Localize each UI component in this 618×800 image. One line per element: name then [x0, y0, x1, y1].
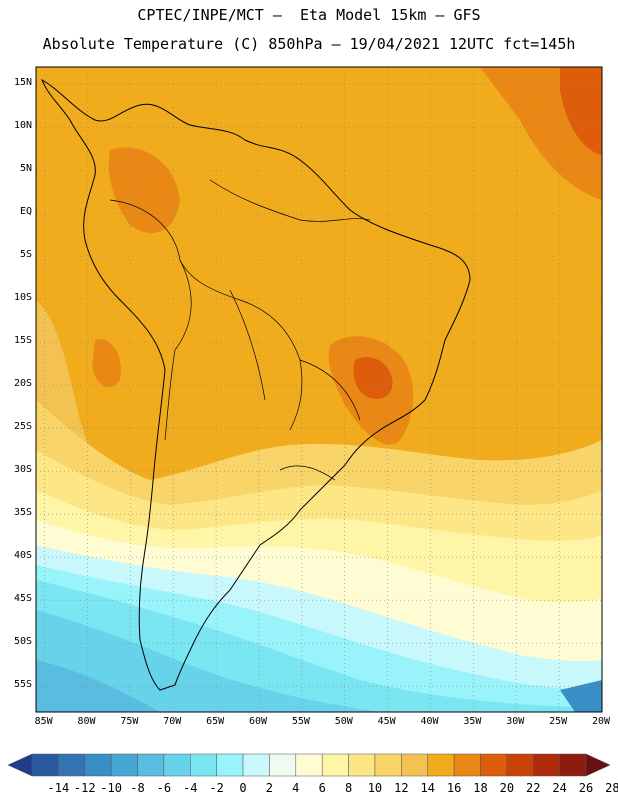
lat-label: 15N [13, 77, 32, 89]
temperature-field [36, 67, 602, 712]
colorbar-tick-label: -4 [183, 781, 198, 795]
colorbar-swatch [190, 753, 217, 777]
colorbar-tick-label: 18 [473, 781, 488, 795]
colorbar-swatch [295, 753, 323, 777]
lat-label: 10S [13, 292, 32, 304]
colorbar-tick-label: 16 [446, 781, 462, 795]
colorbar [7, 753, 611, 777]
colorbar-tick-label: 4 [292, 781, 300, 795]
lat-label: 30S [13, 464, 32, 476]
lon-label: 25W [549, 716, 568, 727]
colorbar-swatch [506, 753, 534, 777]
lon-label: 75W [120, 716, 139, 727]
colorbar-tick-label: 26 [578, 781, 594, 795]
colorbar-tick-label: 0 [239, 781, 247, 795]
colorbar-swatch [348, 753, 376, 777]
colorbar-swatch [427, 753, 455, 777]
map-frame [35, 66, 603, 713]
lat-label: 45S [13, 593, 32, 605]
colorbar-swatch [58, 753, 86, 777]
colorbar-swatch [269, 753, 297, 777]
colorbar-swatch [137, 753, 165, 777]
lat-label: 20S [13, 378, 32, 390]
lat-label: 35S [13, 507, 32, 519]
lat-label: 5S [19, 249, 32, 261]
colorbar-tick-label: 10 [367, 781, 383, 795]
lon-label: 80W [77, 716, 96, 727]
lon-label: 20W [592, 716, 611, 727]
lat-label: 40S [13, 550, 32, 562]
lat-label: 5N [19, 163, 32, 175]
colorbar-tick-label: 20 [499, 781, 515, 795]
lon-label: 60W [248, 716, 268, 727]
colorbar-tick-label: 22 [526, 781, 541, 795]
lat-label: 10N [13, 120, 32, 132]
colorbar-swatch [163, 753, 191, 777]
colorbar-tick-label: 12 [394, 781, 409, 795]
lon-label: 45W [377, 716, 396, 727]
colorbar-tick-label: -14 [47, 781, 70, 795]
colorbar-swatch [401, 753, 428, 777]
colorbar-swatch [374, 753, 402, 777]
colorbar-tick-label: 8 [344, 781, 353, 795]
lat-label: 15S [13, 335, 32, 347]
lon-label: 55W [291, 716, 310, 727]
country-borders [109, 179, 371, 481]
title-line-1: CPTEC/INPE/MCT — Eta Model 15km — GFS [137, 6, 481, 24]
colorbar-tick-label: -10 [100, 781, 122, 795]
colorbar-swatch [216, 753, 244, 777]
title-line-2: Absolute Temperature (C) 850hPa — 19/04/… [42, 35, 576, 53]
lon-label: 50W [334, 716, 353, 727]
lat-label: EQ [19, 206, 32, 218]
colorbar-swatch [242, 753, 270, 777]
colorbar-swatch [480, 753, 508, 777]
colorbar-tick-label: -2 [209, 781, 224, 795]
lat-label: 50S [13, 636, 32, 648]
lon-label: 35W [463, 716, 482, 727]
colorbar-tick-label: 6 [318, 781, 326, 795]
colorbar-tick-label: -8 [130, 781, 145, 795]
colorbar-left-arrow [7, 753, 33, 777]
coastlines [41, 78, 471, 691]
colorbar-swatch [453, 753, 481, 777]
colorbar-tick-label: 28 [605, 781, 618, 795]
colorbar-tick-label: 2 [265, 781, 274, 795]
colorbar-right-arrow [585, 753, 611, 777]
lon-label: 85W [34, 716, 53, 727]
lat-label: 25S [13, 421, 32, 433]
lat-label: 55S [13, 679, 32, 691]
colorbar-swatch [532, 753, 560, 777]
colorbar-swatch [110, 753, 138, 777]
lon-label: 30W [506, 716, 525, 727]
colorbar-swatch [321, 753, 349, 777]
lon-label: 65W [206, 716, 225, 727]
lon-label: 70W [163, 716, 182, 727]
lon-label: 40W [420, 716, 439, 727]
colorbar-swatch [31, 753, 59, 777]
colorbar-swatch [559, 753, 587, 777]
colorbar-tick-label: -6 [156, 781, 172, 795]
colorbar-tick-label: 14 [420, 781, 435, 795]
colorbar-tick-label: -12 [73, 781, 96, 795]
colorbar-swatch [84, 753, 112, 777]
colorbar-tick-label: 24 [552, 781, 567, 795]
